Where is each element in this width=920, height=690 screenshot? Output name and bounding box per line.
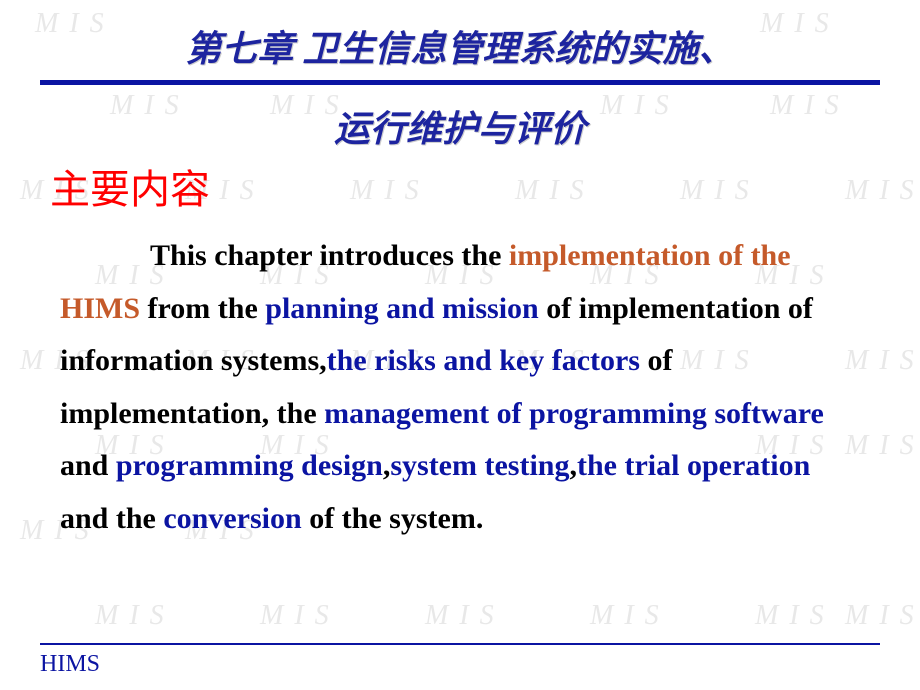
title-underline xyxy=(40,80,880,85)
body-span: from the xyxy=(140,292,265,325)
body-span: the risks and key factors xyxy=(327,344,640,377)
body-span: system testing xyxy=(390,449,569,482)
section-heading: 主要内容 xyxy=(50,157,880,215)
body-span: programming design xyxy=(116,449,383,482)
body-span: , xyxy=(569,449,577,482)
chapter-subtitle: 运行维护与评价 xyxy=(40,100,880,152)
watermark-text: M I S xyxy=(95,600,166,632)
body-span: conversion xyxy=(163,502,301,535)
body-span: This chapter introduces the xyxy=(150,239,509,272)
body-span: management of programming software xyxy=(324,397,824,430)
footer-text: HIMS xyxy=(40,651,100,678)
watermark-text: M I S xyxy=(260,600,331,632)
watermark-text: M I S xyxy=(425,600,496,632)
chapter-title: 第七章 卫生信息管理系统的实施、 xyxy=(40,20,880,72)
watermark-text: M I S xyxy=(590,600,661,632)
body-span: and the xyxy=(60,502,163,535)
body-paragraph: This chapter introduces the implementati… xyxy=(40,230,880,545)
watermark-text: M I S xyxy=(755,600,826,632)
body-span: of the system. xyxy=(302,502,484,535)
body-span: and xyxy=(60,449,116,482)
watermark-text: M I S xyxy=(845,600,916,632)
slide-content: 第七章 卫生信息管理系统的实施、 运行维护与评价 主要内容 This chapt… xyxy=(0,0,920,565)
body-span: the trial operation xyxy=(577,449,810,482)
footer-line xyxy=(40,643,880,645)
body-span: planning and mission xyxy=(265,292,538,325)
